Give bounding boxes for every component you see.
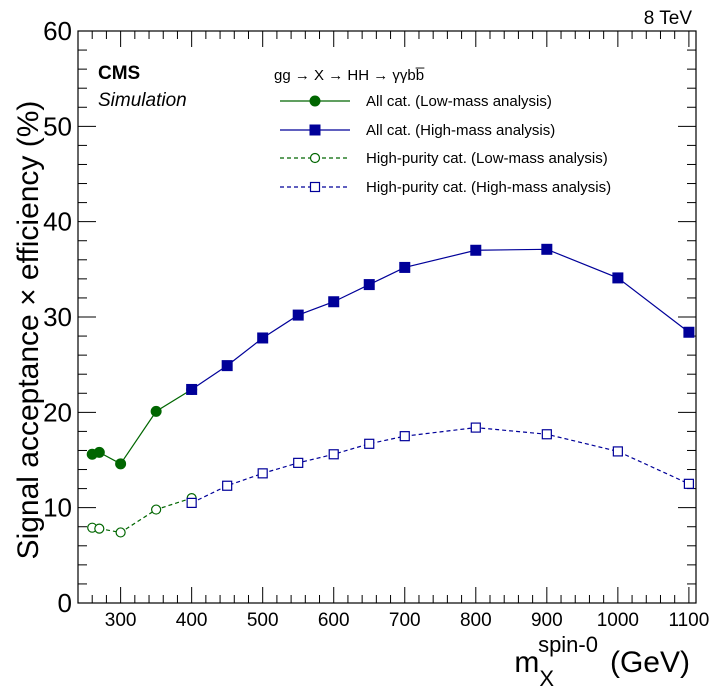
- y-tick-label: 10: [43, 493, 72, 523]
- series-line: [92, 388, 192, 465]
- data-point: [470, 244, 482, 256]
- y-tick-label: 50: [43, 111, 72, 141]
- data-point: [222, 480, 233, 491]
- x-axis-label-sub: X: [539, 666, 554, 691]
- legend-label: High-purity cat. (Low-mass analysis): [366, 150, 608, 167]
- energy-label: 8 TeV: [644, 8, 693, 29]
- data-point: [186, 497, 197, 508]
- data-point: [364, 438, 375, 449]
- data-point: [186, 383, 198, 395]
- x-axis-label-main: m: [514, 646, 539, 679]
- y-axis-label: Signal acceptance × efficiency (%): [12, 101, 45, 560]
- legend: All cat. (Low-mass analysis) All cat. (Hi…: [280, 93, 611, 196]
- series-3: [87, 493, 197, 538]
- x-tick-label: 800: [460, 610, 492, 631]
- x-tick-label: 400: [176, 610, 208, 631]
- experiment-label: CMS: [98, 63, 140, 84]
- x-tick-label: 700: [389, 610, 421, 631]
- series-2: [186, 243, 695, 395]
- data-point: [257, 468, 268, 479]
- axis-ticks: [78, 30, 696, 604]
- y-tick-label: 20: [43, 397, 72, 427]
- axis-tick-labels: 300 400 500 600 700 800 900 1000 1100 0 10 20 30 40 50…: [43, 16, 709, 631]
- data-point: [93, 446, 105, 458]
- data-point: [612, 272, 624, 284]
- legend-marker: [309, 124, 321, 136]
- x-tick-label: 1000: [597, 610, 639, 631]
- data-point: [292, 309, 304, 321]
- legend-label: All cat. (Low-mass analysis): [366, 93, 552, 110]
- data-point: [541, 243, 553, 255]
- experiment-sublabel: Simulation: [98, 90, 187, 111]
- data-point: [399, 431, 410, 442]
- legend-title: gg → X → HH → γγbb̅: [274, 67, 425, 84]
- data-point: [683, 478, 694, 489]
- legend-entry: All cat. (Low-mass analysis): [280, 93, 552, 110]
- series-1: [86, 383, 198, 470]
- data-point: [115, 527, 126, 538]
- legend-marker: [309, 152, 321, 164]
- x-tick-label: 900: [531, 610, 563, 631]
- x-tick-label: 300: [105, 610, 137, 631]
- data-point: [293, 457, 304, 468]
- legend-label: All cat. (High-mass analysis): [366, 122, 555, 139]
- legend-label: High-purity cat. (High-mass analysis): [366, 179, 611, 196]
- data-point: [257, 332, 269, 344]
- data-point: [328, 296, 340, 308]
- x-axis-label: mXspin-0 (GeV): [514, 632, 690, 691]
- data-point: [363, 279, 375, 291]
- x-axis-label-unit: (GeV): [610, 646, 690, 679]
- y-tick-label: 60: [43, 16, 72, 46]
- series-line: [92, 497, 192, 534]
- y-tick-label: 0: [58, 588, 72, 618]
- data-point: [683, 326, 695, 338]
- legend-entry: High-purity cat. (Low-mass analysis): [280, 150, 608, 167]
- plot-frame: [77, 30, 697, 604]
- legend-entry: High-purity cat. (High-mass analysis): [280, 179, 611, 196]
- series-4: [186, 422, 694, 508]
- x-tick-label: 1100: [668, 610, 709, 631]
- data-point: [221, 360, 233, 372]
- legend-marker: [309, 181, 321, 193]
- series-line: [191, 248, 690, 390]
- series-line: [191, 426, 690, 504]
- series-layer: [86, 243, 695, 538]
- legend-entry: All cat. (High-mass analysis): [280, 122, 555, 139]
- data-point: [612, 446, 623, 457]
- y-tick-label: 40: [43, 207, 72, 237]
- data-point: [470, 422, 481, 433]
- data-point: [115, 458, 127, 470]
- x-axis-label-sup: spin-0: [538, 632, 598, 657]
- data-point: [151, 504, 162, 515]
- legend-marker: [309, 95, 321, 107]
- x-tick-label: 600: [318, 610, 350, 631]
- data-point: [541, 429, 552, 440]
- data-point: [399, 261, 411, 273]
- data-point: [328, 449, 339, 460]
- data-point: [94, 523, 105, 534]
- data-point: [150, 405, 162, 417]
- x-tick-label: 500: [247, 610, 279, 631]
- y-tick-label: 30: [43, 302, 72, 332]
